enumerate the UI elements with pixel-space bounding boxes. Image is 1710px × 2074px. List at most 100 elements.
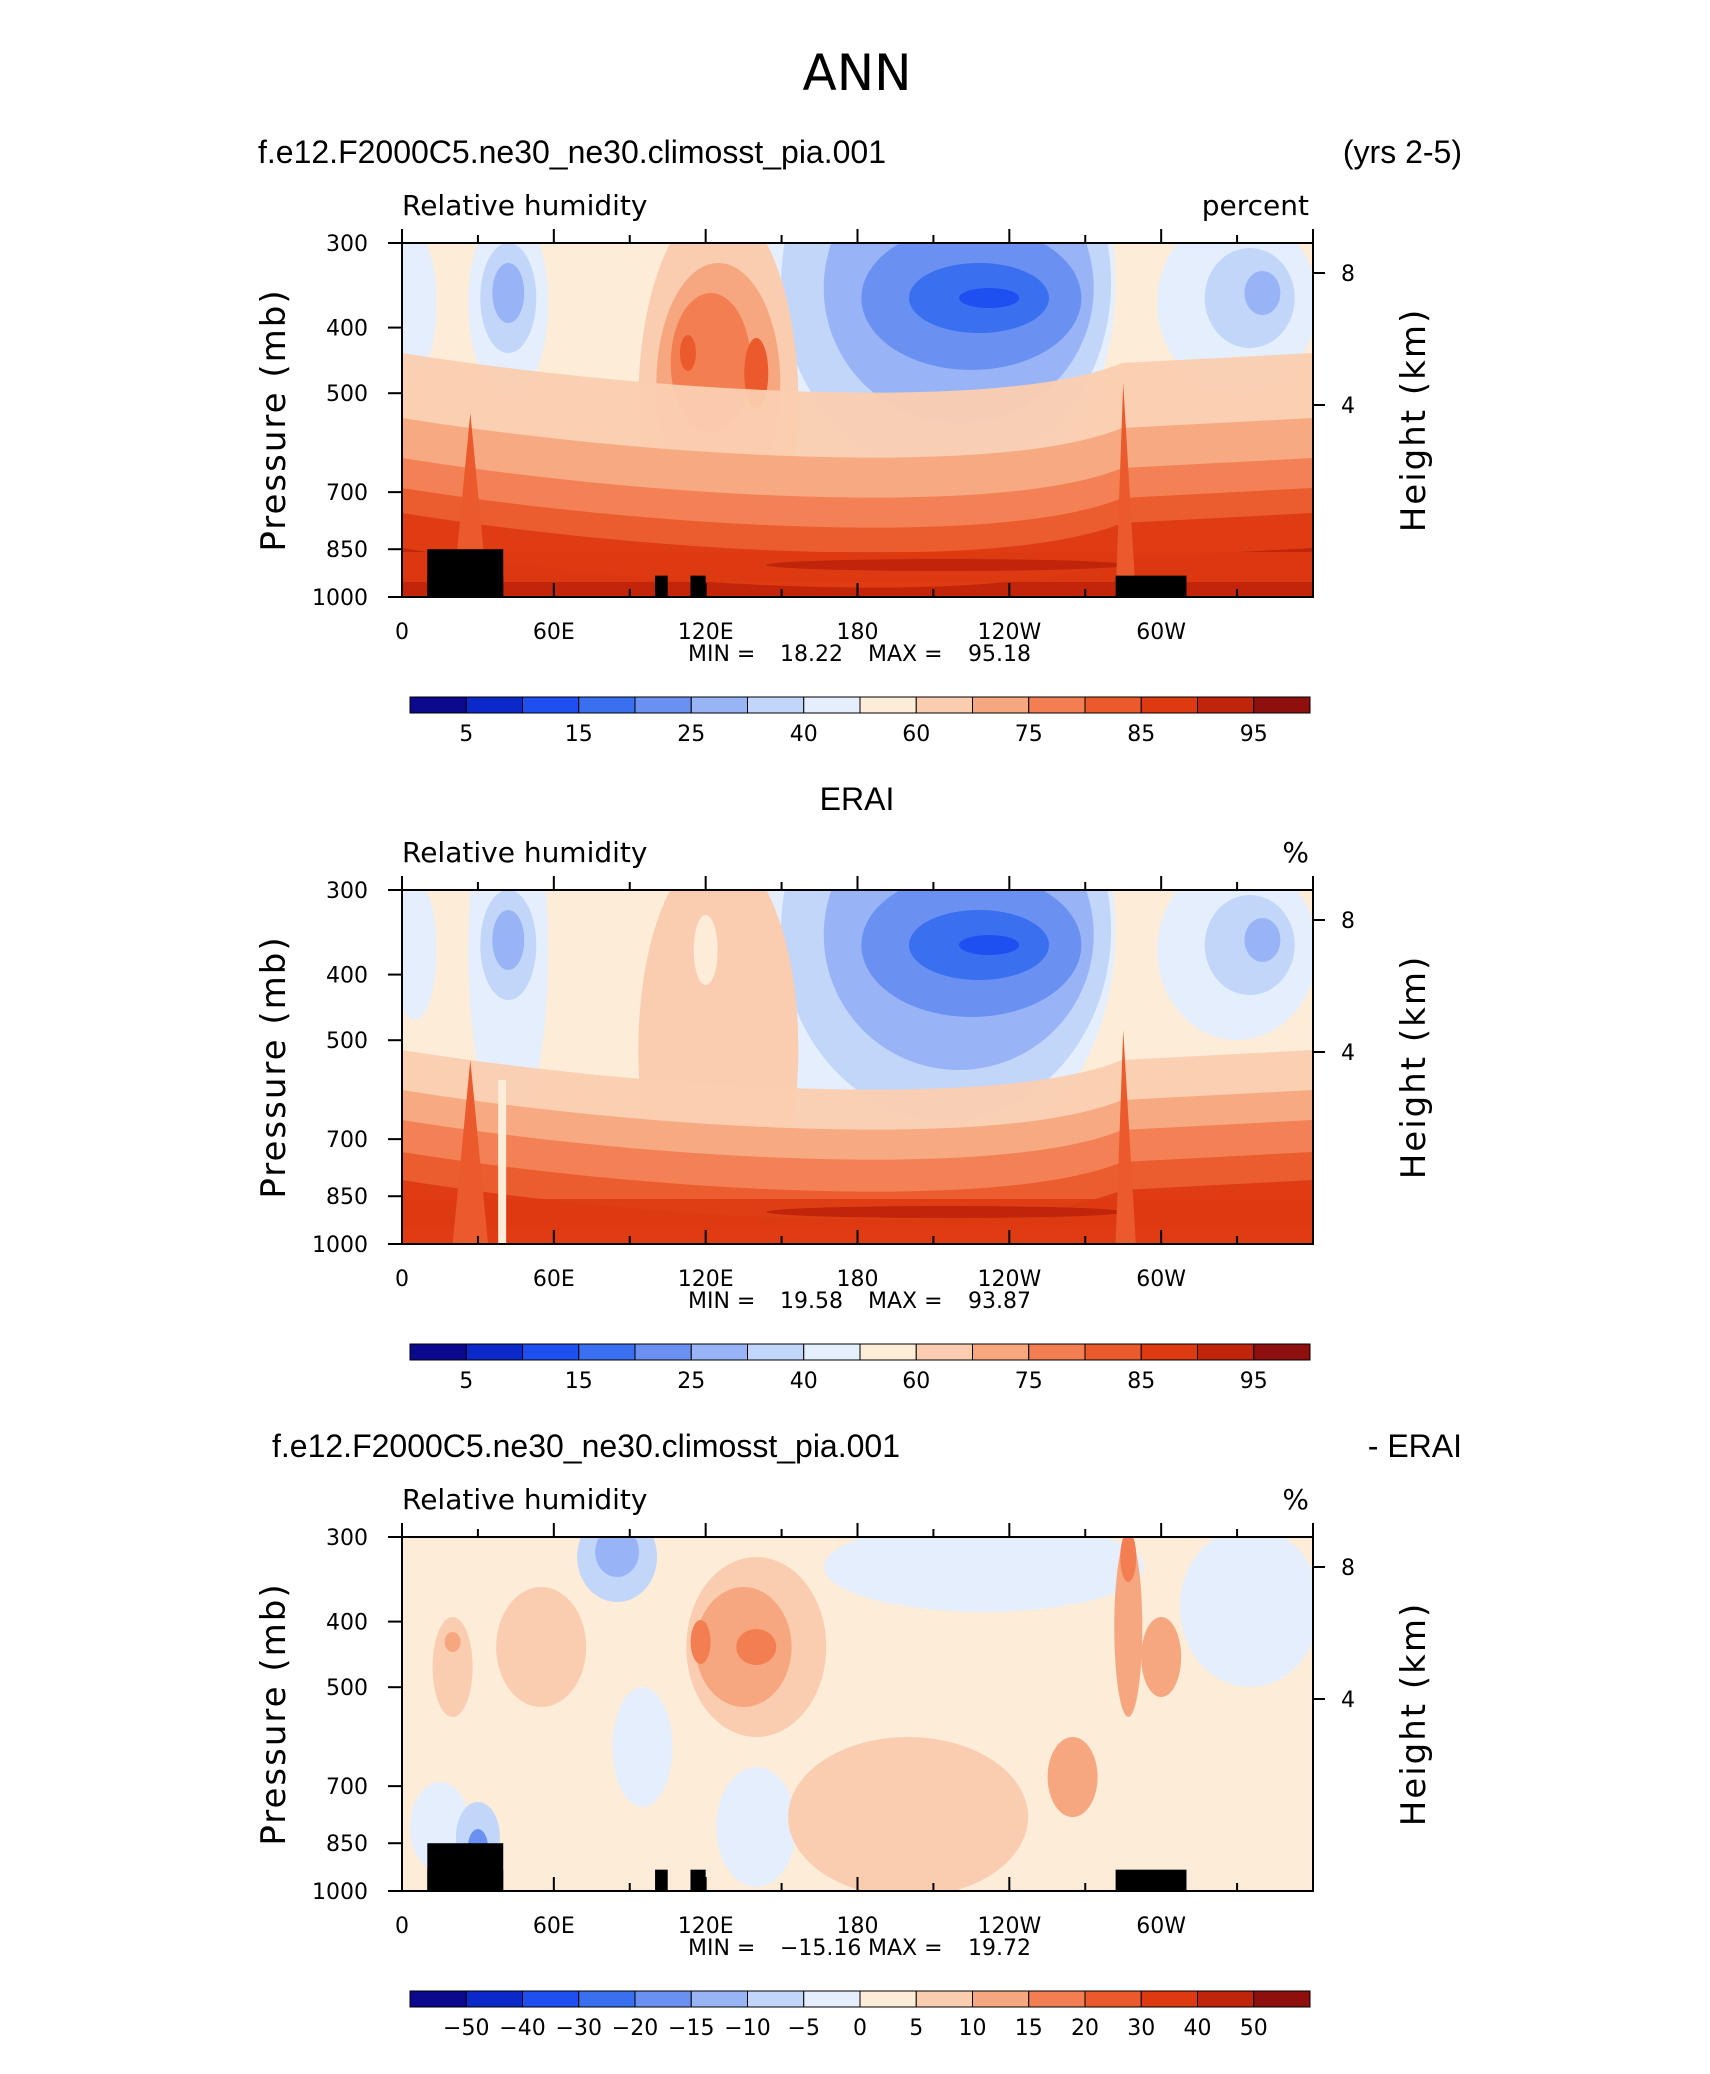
- colorbar-swatch: [1084, 1990, 1142, 2008]
- panel-2: 0 60E 120E 180 120W 60W 300 400 500 700 850 1000 8 4 P…: [254, 781, 1434, 1394]
- y-right-tick-label: 4: [1341, 1688, 1355, 1713]
- positive-region: [1141, 1617, 1182, 1697]
- y-tick-label: 700: [326, 1775, 368, 1800]
- colorbar-swatch: [803, 1990, 861, 2008]
- colorbar-label: −50: [443, 2016, 489, 2041]
- colorbar-swatch: [747, 1343, 805, 1361]
- y-tick-label: 850: [326, 538, 368, 563]
- panel-title-right: - ERAI: [1368, 1428, 1462, 1464]
- x-tick-label: 120W: [977, 1267, 1041, 1292]
- colorbar-swatch: [578, 1990, 636, 2008]
- x-tick-label: 120E: [678, 620, 734, 645]
- colorbar-swatch: [1253, 1990, 1311, 2008]
- colorbar-swatch: [1197, 1343, 1255, 1361]
- max-label: MAX =: [868, 1936, 943, 1961]
- y-axis-title: Pressure (mb): [254, 288, 294, 551]
- panel-title: f.e12.F2000C5.ne30_ne30.climosst_pia.001: [258, 134, 886, 170]
- colorbar-label: 40: [790, 1369, 818, 1394]
- colorbar-swatch: [859, 696, 917, 714]
- colorbar-label: 5: [909, 2016, 923, 2041]
- dry-region: [492, 263, 525, 323]
- colorbar-label: 50: [1240, 2016, 1268, 2041]
- y-tick-label: 1000: [312, 586, 368, 611]
- y-tick-label: 700: [326, 1128, 368, 1153]
- x-tick-label: 180: [837, 1267, 879, 1292]
- positive-region: [444, 1632, 461, 1652]
- moist-plume: [1115, 1030, 1136, 1244]
- colorbar-label: 25: [677, 722, 705, 747]
- colorbar-label: 85: [1127, 1369, 1155, 1394]
- y-tick-label: 400: [326, 1611, 368, 1636]
- colorbar-swatch: [634, 696, 692, 714]
- left-string: Relative humidity: [402, 189, 647, 222]
- y-right-axis-title: Height (km): [1394, 955, 1434, 1180]
- positive-region: [1120, 1537, 1137, 1582]
- left-string: Relative humidity: [402, 1483, 647, 1516]
- colorbar-label: −5: [788, 2016, 820, 2041]
- colorbar-swatch: [803, 1343, 861, 1361]
- y-tick-label: 1000: [312, 1233, 368, 1258]
- x-tick-label: 120W: [977, 1914, 1041, 1939]
- x-tick-label: 60W: [1136, 620, 1186, 645]
- x-tick-label: 60E: [533, 1914, 575, 1939]
- negative-region: [612, 1687, 673, 1807]
- dry-region: [959, 288, 1020, 308]
- y-right-axis-title: Height (km): [1394, 1602, 1434, 1827]
- colorbar-swatch: [1084, 696, 1142, 714]
- x-tick-label: 180: [837, 620, 879, 645]
- x-tick-label: 0: [395, 620, 409, 645]
- right-string: %: [1282, 836, 1309, 869]
- dry-region: [492, 910, 525, 970]
- topography-block: [690, 575, 706, 597]
- max-label: MAX =: [868, 1289, 943, 1314]
- colorbar-label: −20: [612, 2016, 658, 2041]
- y-axis-title: Pressure (mb): [254, 935, 294, 1198]
- right-string: percent: [1202, 189, 1309, 222]
- colorbar-swatch: [859, 1343, 917, 1361]
- colorbar-swatch: [522, 1990, 580, 2008]
- colorbar-swatch: [747, 696, 805, 714]
- y-tick-label: 300: [326, 879, 368, 904]
- colorbar-swatch: [1028, 696, 1086, 714]
- colorbar-swatch: [578, 696, 636, 714]
- y-tick-label: 500: [326, 1029, 368, 1054]
- contour-field: [402, 243, 1313, 597]
- y-right-tick-label: 8: [1341, 909, 1355, 934]
- colorbar-swatch: [409, 1990, 467, 2008]
- colorbar-label: 40: [1184, 2016, 1212, 2041]
- max-label: MAX =: [868, 642, 943, 667]
- max-value: 93.87: [968, 1289, 1031, 1314]
- negative-region: [595, 1537, 640, 1577]
- positive-region: [432, 1617, 473, 1717]
- colorbar-label: 25: [677, 1369, 705, 1394]
- topography-block: [655, 575, 668, 597]
- y-right-tick-label: 4: [1341, 1041, 1355, 1066]
- colorbar-swatch: [1140, 696, 1198, 714]
- moist-band: [402, 548, 1313, 597]
- min-value: 18.22: [780, 642, 843, 667]
- colorbar-swatch: [1028, 1990, 1086, 2008]
- x-tick-label: 60W: [1136, 1267, 1186, 1292]
- colorbar-swatch: [465, 1343, 523, 1361]
- x-tick-label: 120E: [678, 1267, 734, 1292]
- colorbar-swatch: [578, 1343, 636, 1361]
- y-right-tick-label: 8: [1341, 262, 1355, 287]
- colorbar-swatch: [690, 1990, 748, 2008]
- colorbar-swatch: [915, 1990, 973, 2008]
- y-tick-label: 300: [326, 232, 368, 257]
- panel-title: f.e12.F2000C5.ne30_ne30.climosst_pia.001: [272, 1428, 900, 1464]
- topography-block: [655, 1869, 668, 1891]
- y-right-tick-label: 8: [1341, 1556, 1355, 1581]
- x-tick-label: 0: [395, 1267, 409, 1292]
- dry-region: [1244, 271, 1281, 315]
- moist-core: [766, 559, 1127, 571]
- topography-block: [427, 1869, 466, 1891]
- colorbar-swatch: [690, 696, 748, 714]
- panel-1: 0 60E 120E 180 120W 60W 300 400 500 700 850 1000 8 4 P…: [254, 134, 1462, 747]
- dry-region: [959, 935, 1020, 955]
- y-tick-label: 850: [326, 1832, 368, 1857]
- colorbar-label: 95: [1240, 1369, 1268, 1394]
- topography-block: [472, 575, 504, 597]
- negative-region: [716, 1767, 797, 1887]
- colorbar-swatch: [1140, 1343, 1198, 1361]
